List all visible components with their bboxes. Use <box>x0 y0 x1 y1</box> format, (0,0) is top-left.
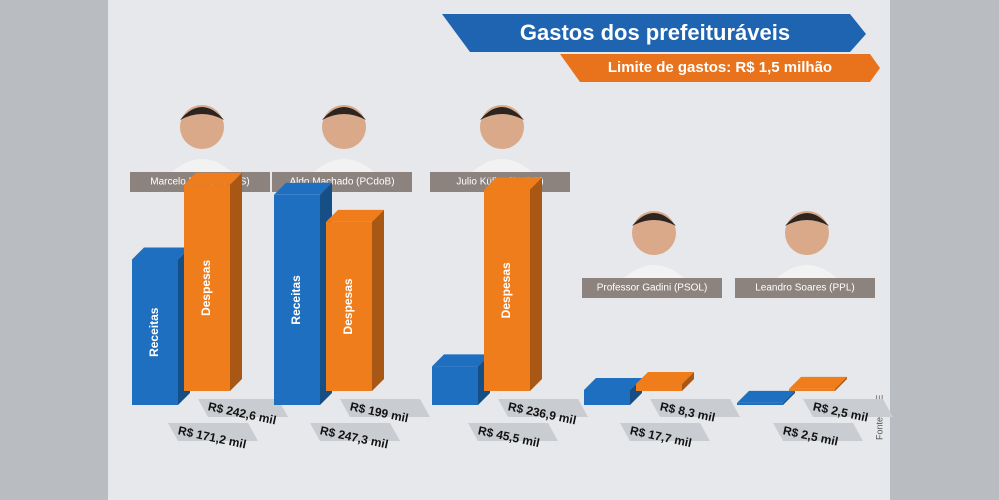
photo-body <box>624 265 684 278</box>
bar <box>737 402 783 405</box>
label-shadow <box>650 399 740 417</box>
bar-top <box>636 371 694 384</box>
bar-series-label: Receitas <box>289 275 303 325</box>
photo-head <box>785 211 829 255</box>
label-shadow <box>468 423 558 441</box>
label-shadow <box>168 423 258 441</box>
photo-body <box>777 265 837 278</box>
bar-top <box>432 354 490 367</box>
bar-series-label: Despesas <box>341 278 355 334</box>
bar-side <box>783 390 795 405</box>
bar-top <box>326 209 384 222</box>
bar <box>636 383 682 391</box>
photo-head <box>632 211 676 255</box>
photo-hair <box>785 213 829 226</box>
label-shadow <box>620 423 710 441</box>
name-plate <box>582 278 722 298</box>
label-shadow <box>340 399 430 417</box>
bar <box>584 389 630 405</box>
bar <box>326 221 372 391</box>
photo-body <box>172 159 232 172</box>
bar-side <box>230 172 242 391</box>
photo-head <box>322 105 366 149</box>
label-shadow <box>498 399 588 417</box>
bar-side <box>835 376 847 391</box>
bar-side <box>530 177 542 391</box>
label-shadow <box>773 423 863 441</box>
photo-head <box>480 105 524 149</box>
subtitle-banner <box>560 54 880 82</box>
bar <box>484 189 530 391</box>
bar-top <box>484 177 542 190</box>
bar-side <box>682 371 694 391</box>
blur-left <box>0 0 108 500</box>
label-shadow <box>803 399 893 417</box>
bar <box>132 259 178 405</box>
photo-hair <box>480 107 524 120</box>
bar-top <box>132 247 190 260</box>
bar-top <box>274 182 332 195</box>
photo-body <box>472 159 532 172</box>
bar-top <box>789 376 847 389</box>
photo-head <box>180 105 224 149</box>
photo-hair <box>632 213 676 226</box>
photo-hair <box>180 107 224 120</box>
bar-series-label: Despesas <box>199 260 213 316</box>
photo-body <box>314 159 374 172</box>
bar-series-label: Despesas <box>499 262 513 318</box>
category-label: Aldo Machado (PCdoB) <box>289 177 394 188</box>
label-shadow <box>310 423 400 441</box>
bar-side <box>372 209 384 391</box>
bar-series-label: Receitas <box>147 307 161 357</box>
bar <box>184 184 230 391</box>
bar-top <box>184 172 242 185</box>
bar <box>274 194 320 405</box>
bar <box>789 388 835 391</box>
bar-top <box>737 390 795 403</box>
blur-right <box>890 0 999 500</box>
category-label: Professor Gadini (PSOL) <box>597 283 708 294</box>
category-label: Leandro Soares (PPL) <box>755 283 855 294</box>
name-plate <box>735 278 875 298</box>
title-banner <box>442 14 866 52</box>
label-shadow <box>198 399 288 417</box>
photo-hair <box>322 107 366 120</box>
bar-top <box>584 377 642 390</box>
chart-subtitle: Limite de gastos: R$ 1,5 milhão <box>608 59 832 76</box>
bar <box>432 366 478 405</box>
chart-title: Gastos dos prefeituráveis <box>520 20 790 45</box>
source: Fonte: TSE <box>874 395 884 440</box>
